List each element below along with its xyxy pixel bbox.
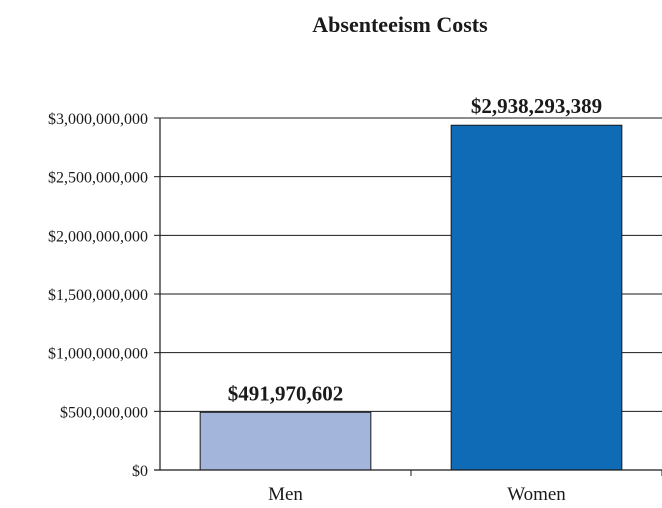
x-tick-label: Women: [507, 484, 566, 505]
y-tick-label: $500,000,000: [60, 404, 148, 421]
chart-title: Absenteeism Costs: [312, 12, 488, 37]
y-tick-label: $0: [132, 463, 148, 480]
y-tick-label: $1,500,000,000: [48, 287, 148, 304]
y-tick-label: $2,500,000,000: [48, 170, 148, 187]
y-tick-label: $1,000,000,000: [48, 346, 148, 363]
y-tick-label: $2,000,000,000: [48, 228, 148, 245]
data-label-men: $491,970,602: [228, 381, 344, 405]
x-axis-categories: Men Women: [268, 470, 662, 505]
bar-women: [450, 124, 623, 471]
axes: [154, 118, 662, 471]
x-tick-label: Men: [268, 484, 303, 505]
data-label-women: $2,938,293,389: [471, 94, 602, 118]
bars: [199, 124, 623, 471]
y-axis-ticks: $0 $500,000,000 $1,000,000,000 $1,500,000,0…: [48, 111, 160, 480]
gridlines: [160, 117, 662, 412]
y-tick-label: $3,000,000,000: [48, 111, 148, 128]
data-labels: $491,970,602 $2,938,293,389: [228, 94, 602, 405]
bar-men: [199, 411, 372, 471]
